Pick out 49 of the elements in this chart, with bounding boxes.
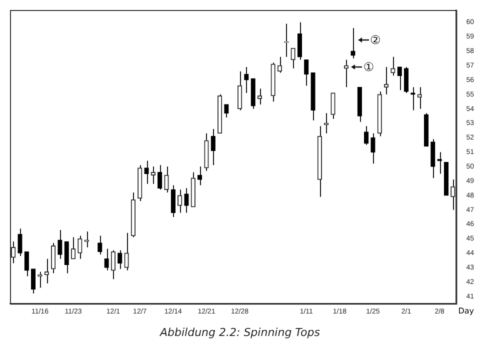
text: Abbildung 2.2: Spinning Tops (158, 326, 321, 339)
candlestick (70, 236, 76, 260)
candlestick (184, 188, 189, 214)
candlestick (150, 166, 156, 184)
candlestick (78, 235, 82, 260)
annotation: ① (363, 58, 374, 75)
candlestick (38, 271, 42, 288)
candlestick (244, 66, 249, 94)
x-axis-title: Day (458, 306, 474, 316)
candlestick (118, 250, 122, 270)
annotation: ② (370, 32, 381, 48)
candlestick (144, 160, 149, 184)
candlestick (297, 22, 302, 60)
candlestick (237, 70, 242, 111)
candlestick (110, 250, 116, 280)
candlestick (30, 268, 36, 294)
candlestick (304, 59, 309, 86)
candlestick (104, 248, 109, 271)
candlestick (430, 138, 436, 179)
candlestick (24, 251, 29, 277)
candlestick (98, 235, 102, 256)
candlestick (330, 92, 336, 120)
candlestick (344, 59, 349, 88)
candlestick (364, 126, 369, 146)
candlestick (44, 258, 49, 284)
candlestick (290, 48, 296, 69)
candlestick (64, 241, 69, 274)
candlestick (277, 56, 282, 74)
candlestick (170, 184, 176, 218)
candlestick (370, 132, 376, 164)
candlestick (197, 166, 202, 186)
candlestick (390, 56, 396, 76)
candlestick (158, 164, 162, 190)
candlestick (257, 88, 262, 105)
candlestick (178, 189, 182, 214)
candlestick (397, 66, 402, 91)
candlestick (58, 230, 62, 260)
candlestick (417, 86, 422, 110)
candlestick (18, 228, 22, 256)
candlestick (124, 232, 129, 271)
candlestick (350, 28, 356, 59)
candlestick (404, 66, 409, 94)
candlestick (384, 66, 389, 95)
candlestick (164, 166, 169, 194)
candlestick (50, 242, 56, 274)
candlestick (437, 152, 442, 174)
candlestick (324, 112, 329, 134)
candlestick (210, 128, 216, 166)
candlestick (224, 104, 229, 118)
